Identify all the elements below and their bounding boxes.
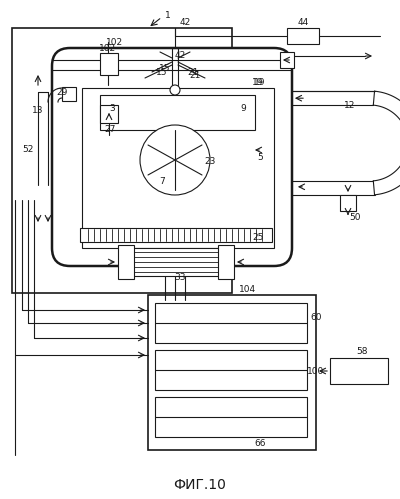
Text: 42: 42	[174, 50, 186, 59]
Text: 5: 5	[257, 154, 263, 163]
Bar	[280, 52, 294, 68]
Bar	[62, 87, 76, 101]
Bar	[148, 295, 316, 450]
Text: 44: 44	[297, 17, 309, 26]
Text: 58: 58	[356, 347, 368, 356]
Bar	[100, 105, 118, 123]
Text: 13: 13	[32, 105, 44, 114]
Text: 52: 52	[22, 146, 34, 155]
Text: 12: 12	[344, 100, 356, 109]
Bar	[82, 88, 274, 248]
Text: 7: 7	[159, 178, 165, 187]
Text: 33: 33	[174, 273, 186, 282]
Bar	[100, 95, 255, 130]
Text: 19: 19	[252, 77, 264, 86]
Text: 104: 104	[240, 285, 256, 294]
Text: 27: 27	[104, 126, 116, 135]
Bar	[130, 248, 222, 276]
Text: 25: 25	[252, 234, 264, 243]
Text: ФИГ.10: ФИГ.10	[174, 478, 226, 492]
Bar	[80, 228, 272, 242]
Bar	[12, 28, 232, 293]
Bar	[100, 53, 118, 75]
Bar	[155, 350, 307, 390]
Text: 102: 102	[100, 43, 116, 52]
Bar	[287, 28, 319, 44]
Text: 42: 42	[179, 17, 191, 26]
Bar	[218, 245, 234, 279]
Text: 21: 21	[187, 67, 199, 76]
Text: 21: 21	[189, 70, 201, 79]
Text: 15: 15	[159, 63, 171, 72]
Bar	[118, 245, 134, 279]
Text: 60: 60	[310, 313, 322, 322]
Text: 100: 100	[307, 367, 325, 377]
Text: 29: 29	[56, 87, 68, 96]
Circle shape	[140, 125, 210, 195]
FancyBboxPatch shape	[52, 48, 292, 266]
Text: 66: 66	[254, 440, 266, 449]
Text: 9: 9	[240, 103, 246, 112]
Text: 19: 19	[254, 77, 266, 86]
Text: 15: 15	[156, 67, 168, 76]
Bar	[155, 303, 307, 343]
Text: 1: 1	[165, 10, 171, 19]
Bar	[330, 358, 388, 384]
Text: 102: 102	[106, 37, 123, 46]
Text: 3: 3	[109, 103, 115, 112]
Bar	[155, 397, 307, 437]
Text: 50: 50	[349, 214, 361, 223]
Circle shape	[170, 85, 180, 95]
Bar	[340, 195, 356, 211]
Text: 23: 23	[204, 158, 216, 167]
